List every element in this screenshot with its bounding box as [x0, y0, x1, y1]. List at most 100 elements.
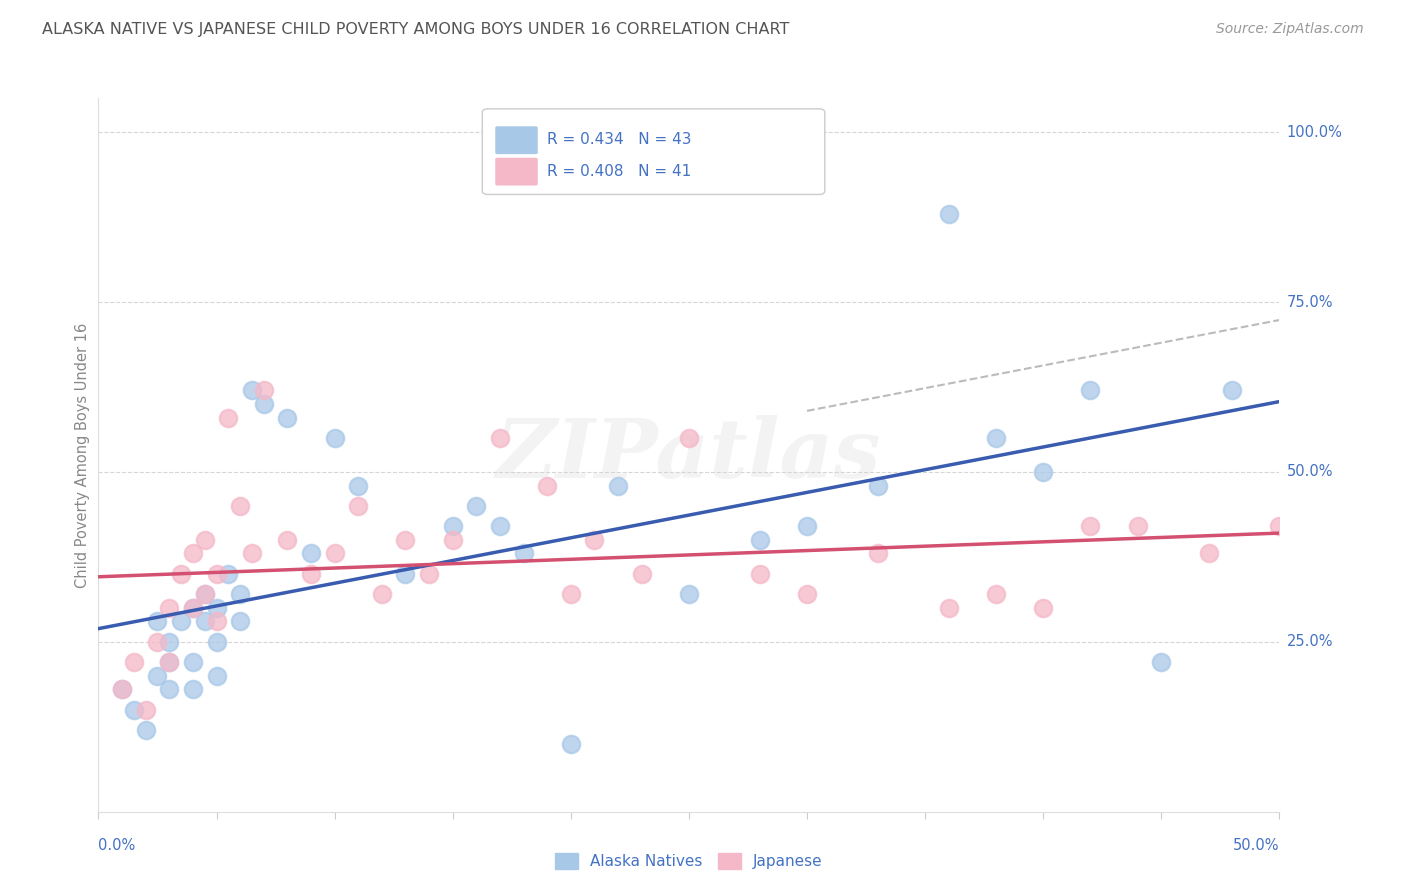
- Point: [1032, 465, 1054, 479]
- Point: [560, 737, 582, 751]
- Point: [205, 566, 228, 581]
- Text: 25.0%: 25.0%: [1286, 634, 1333, 649]
- Text: 0.0%: 0.0%: [98, 838, 135, 854]
- Point: [489, 431, 512, 445]
- Text: Source: ZipAtlas.com: Source: ZipAtlas.com: [1216, 22, 1364, 37]
- Point: [229, 587, 252, 601]
- Point: [347, 478, 370, 492]
- Point: [371, 587, 394, 601]
- Point: [111, 682, 134, 697]
- Point: [276, 410, 298, 425]
- Text: 50.0%: 50.0%: [1286, 465, 1333, 479]
- Point: [111, 682, 134, 697]
- Point: [157, 682, 180, 697]
- Point: [1268, 519, 1291, 533]
- Point: [1126, 519, 1149, 533]
- Point: [394, 566, 416, 581]
- Point: [465, 499, 488, 513]
- Point: [194, 615, 217, 629]
- Point: [866, 546, 889, 560]
- Point: [181, 546, 204, 560]
- Point: [194, 587, 217, 601]
- Point: [157, 635, 180, 649]
- Point: [205, 615, 228, 629]
- Point: [323, 431, 346, 445]
- Point: [441, 519, 464, 533]
- Point: [512, 546, 534, 560]
- Point: [607, 478, 630, 492]
- Point: [146, 669, 169, 683]
- Point: [229, 615, 252, 629]
- Point: [181, 600, 204, 615]
- Point: [122, 655, 145, 669]
- Point: [135, 703, 157, 717]
- Point: [630, 566, 652, 581]
- Point: [1080, 519, 1102, 533]
- Point: [678, 587, 700, 601]
- Point: [205, 635, 228, 649]
- Point: [299, 546, 322, 560]
- Point: [583, 533, 606, 547]
- Text: ALASKA NATIVE VS JAPANESE CHILD POVERTY AMONG BOYS UNDER 16 CORRELATION CHART: ALASKA NATIVE VS JAPANESE CHILD POVERTY …: [42, 22, 790, 37]
- Point: [1198, 546, 1220, 560]
- Point: [170, 615, 193, 629]
- Point: [536, 478, 558, 492]
- Point: [170, 566, 193, 581]
- Point: [229, 499, 252, 513]
- Point: [181, 655, 204, 669]
- Text: 75.0%: 75.0%: [1286, 294, 1333, 310]
- Point: [1220, 384, 1243, 398]
- Point: [489, 519, 512, 533]
- Point: [984, 587, 1007, 601]
- Point: [181, 600, 204, 615]
- Point: [157, 600, 180, 615]
- Point: [796, 519, 818, 533]
- Point: [276, 533, 298, 547]
- FancyBboxPatch shape: [495, 158, 537, 186]
- Point: [938, 600, 960, 615]
- FancyBboxPatch shape: [495, 127, 537, 154]
- Text: ZIPatlas: ZIPatlas: [496, 415, 882, 495]
- Point: [240, 546, 263, 560]
- Text: 100.0%: 100.0%: [1286, 125, 1343, 140]
- Point: [157, 655, 180, 669]
- Point: [194, 533, 217, 547]
- Point: [157, 655, 180, 669]
- Point: [299, 566, 322, 581]
- Point: [441, 533, 464, 547]
- Point: [146, 615, 169, 629]
- Point: [938, 207, 960, 221]
- Point: [323, 546, 346, 560]
- Point: [418, 566, 440, 581]
- Point: [217, 410, 239, 425]
- Point: [205, 669, 228, 683]
- Point: [253, 384, 276, 398]
- Point: [678, 431, 700, 445]
- Point: [984, 431, 1007, 445]
- Point: [217, 566, 239, 581]
- Point: [135, 723, 157, 738]
- Text: R = 0.434   N = 43: R = 0.434 N = 43: [547, 132, 692, 147]
- Point: [240, 384, 263, 398]
- Text: 50.0%: 50.0%: [1233, 838, 1279, 854]
- Point: [560, 587, 582, 601]
- Point: [866, 478, 889, 492]
- Text: R = 0.408   N = 41: R = 0.408 N = 41: [547, 164, 692, 178]
- Point: [146, 635, 169, 649]
- Point: [748, 566, 770, 581]
- Point: [394, 533, 416, 547]
- Legend: Alaska Natives, Japanese: Alaska Natives, Japanese: [550, 847, 828, 875]
- Point: [181, 682, 204, 697]
- Y-axis label: Child Poverty Among Boys Under 16: Child Poverty Among Boys Under 16: [75, 322, 90, 588]
- Point: [347, 499, 370, 513]
- Point: [796, 587, 818, 601]
- Point: [1080, 384, 1102, 398]
- Point: [205, 600, 228, 615]
- Point: [1150, 655, 1173, 669]
- Point: [748, 533, 770, 547]
- FancyBboxPatch shape: [482, 109, 825, 194]
- Point: [122, 703, 145, 717]
- Point: [253, 397, 276, 411]
- Point: [1032, 600, 1054, 615]
- Point: [194, 587, 217, 601]
